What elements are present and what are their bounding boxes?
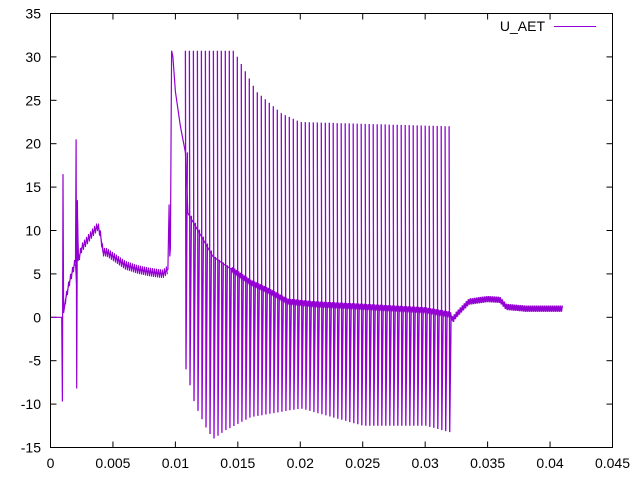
oscillation-spike <box>316 122 320 414</box>
oscillation-spike <box>268 102 272 414</box>
y-tick-label: 35 <box>25 6 41 22</box>
oscillation-spike <box>420 125 424 426</box>
oscillation-spike <box>224 50 228 431</box>
oscillation-spike <box>348 123 352 423</box>
oscillation-spike <box>280 113 284 412</box>
oscillation-spike <box>260 95 264 416</box>
oscillation-spike <box>236 56 240 424</box>
oscillation-spike <box>312 122 316 413</box>
oscillation-spike <box>320 122 324 415</box>
oscillation-spike <box>376 124 380 426</box>
x-tick-label: 0.025 <box>345 455 380 471</box>
oscillation-spike <box>408 125 412 426</box>
x-tick-label: 0.02 <box>287 455 314 471</box>
oscillation-spike <box>288 116 292 411</box>
oscillation-spike <box>340 123 344 420</box>
oscillation-spike <box>372 124 376 426</box>
oscillation-spike <box>416 125 420 426</box>
oscillation-spike <box>276 109 280 413</box>
oscillation-spike <box>396 124 400 426</box>
oscillation-spike <box>256 92 260 416</box>
oscillation-spike <box>188 50 193 386</box>
oscillation-spike <box>356 123 360 425</box>
legend-label: U_AET <box>500 18 546 34</box>
oscillation-spike <box>424 125 428 426</box>
oscillation-spike <box>272 106 276 414</box>
plot-lines <box>50 50 564 439</box>
oscillation-spike <box>380 124 384 426</box>
oscillation-spike <box>240 63 244 422</box>
oscillation-spike <box>328 122 332 417</box>
oscillation-spike <box>228 50 232 429</box>
oscillation-spike <box>400 124 404 426</box>
oscillation-spike <box>364 123 368 426</box>
oscillation-spike <box>292 118 296 410</box>
oscillation-spike <box>388 124 392 426</box>
oscillation-spike <box>212 50 217 439</box>
oscillation-spike <box>368 123 372 426</box>
oscillation-spike <box>196 50 201 411</box>
x-tick-label: 0.03 <box>412 455 439 471</box>
oscillation-spike <box>192 50 197 402</box>
oscillation-spike <box>324 122 328 416</box>
y-tick-label: 25 <box>25 92 41 108</box>
oscillation-spike <box>392 124 396 426</box>
oscillation-spike <box>336 123 340 419</box>
series-ripple <box>65 216 168 305</box>
x-tick-label: 0.04 <box>536 455 563 471</box>
y-tick-label: -5 <box>29 353 42 369</box>
oscillation-spike <box>384 124 388 426</box>
x-tick-label: 0.015 <box>220 455 255 471</box>
oscillation-spike <box>296 120 300 410</box>
x-tick-label: 0 <box>47 455 55 471</box>
x-tick-label: 0.01 <box>162 455 189 471</box>
y-tick-label: -10 <box>21 396 41 412</box>
oscillation-spike <box>264 99 268 415</box>
y-tick-label: 10 <box>25 223 41 239</box>
oscillation-spike <box>352 123 356 424</box>
oscillation-spike <box>444 126 448 432</box>
oscillation-spike <box>284 115 288 412</box>
oscillation-spike <box>204 50 209 428</box>
y-tick-label: 5 <box>33 266 41 282</box>
oscillation-spike <box>244 71 248 420</box>
oscillation-spike <box>440 125 444 431</box>
x-tick-label: 0.045 <box>595 455 630 471</box>
x-tick-label: 0.035 <box>470 455 505 471</box>
series-ripple <box>230 267 564 323</box>
oscillation-spike <box>208 50 213 435</box>
plot-border <box>50 13 613 448</box>
oscillation-spike <box>448 126 452 433</box>
oscillation-spike <box>220 50 224 433</box>
oscillation-spike <box>412 125 416 426</box>
oscillation-spike <box>216 50 220 436</box>
x-axis-ticks: 0 0.005 0.01 0.015 0.02 0.025 0.03 0.035 0.04 0.0… <box>47 13 630 471</box>
oscillation-spike <box>332 122 336 418</box>
oscillation-spike <box>252 85 256 417</box>
oscillation-spike <box>428 125 432 427</box>
oscillation-spike <box>404 124 408 426</box>
oscillation-spike <box>304 122 308 410</box>
y-axis-ticks: -15 -10 -5 0 5 10 15 20 25 30 35 <box>21 6 613 456</box>
oscillation-spike <box>360 123 364 426</box>
y-tick-label: -15 <box>21 440 41 456</box>
oscillation-spike <box>432 125 436 428</box>
y-tick-label: 30 <box>25 49 41 65</box>
legend: U_AET <box>500 18 596 34</box>
oscillation-spike <box>200 50 205 420</box>
oscillation-spike <box>436 125 440 430</box>
oscillation-spike <box>232 50 236 427</box>
oscillation-spike <box>184 50 189 370</box>
oscillation-spike <box>248 78 252 418</box>
oscillation-spike <box>308 122 312 411</box>
y-tick-label: 20 <box>25 136 41 152</box>
oscillation-spike <box>344 123 348 421</box>
oscillation-spike <box>300 121 304 409</box>
y-tick-label: 15 <box>25 179 41 195</box>
y-tick-label: 0 <box>33 309 41 325</box>
x-tick-label: 0.005 <box>95 455 130 471</box>
